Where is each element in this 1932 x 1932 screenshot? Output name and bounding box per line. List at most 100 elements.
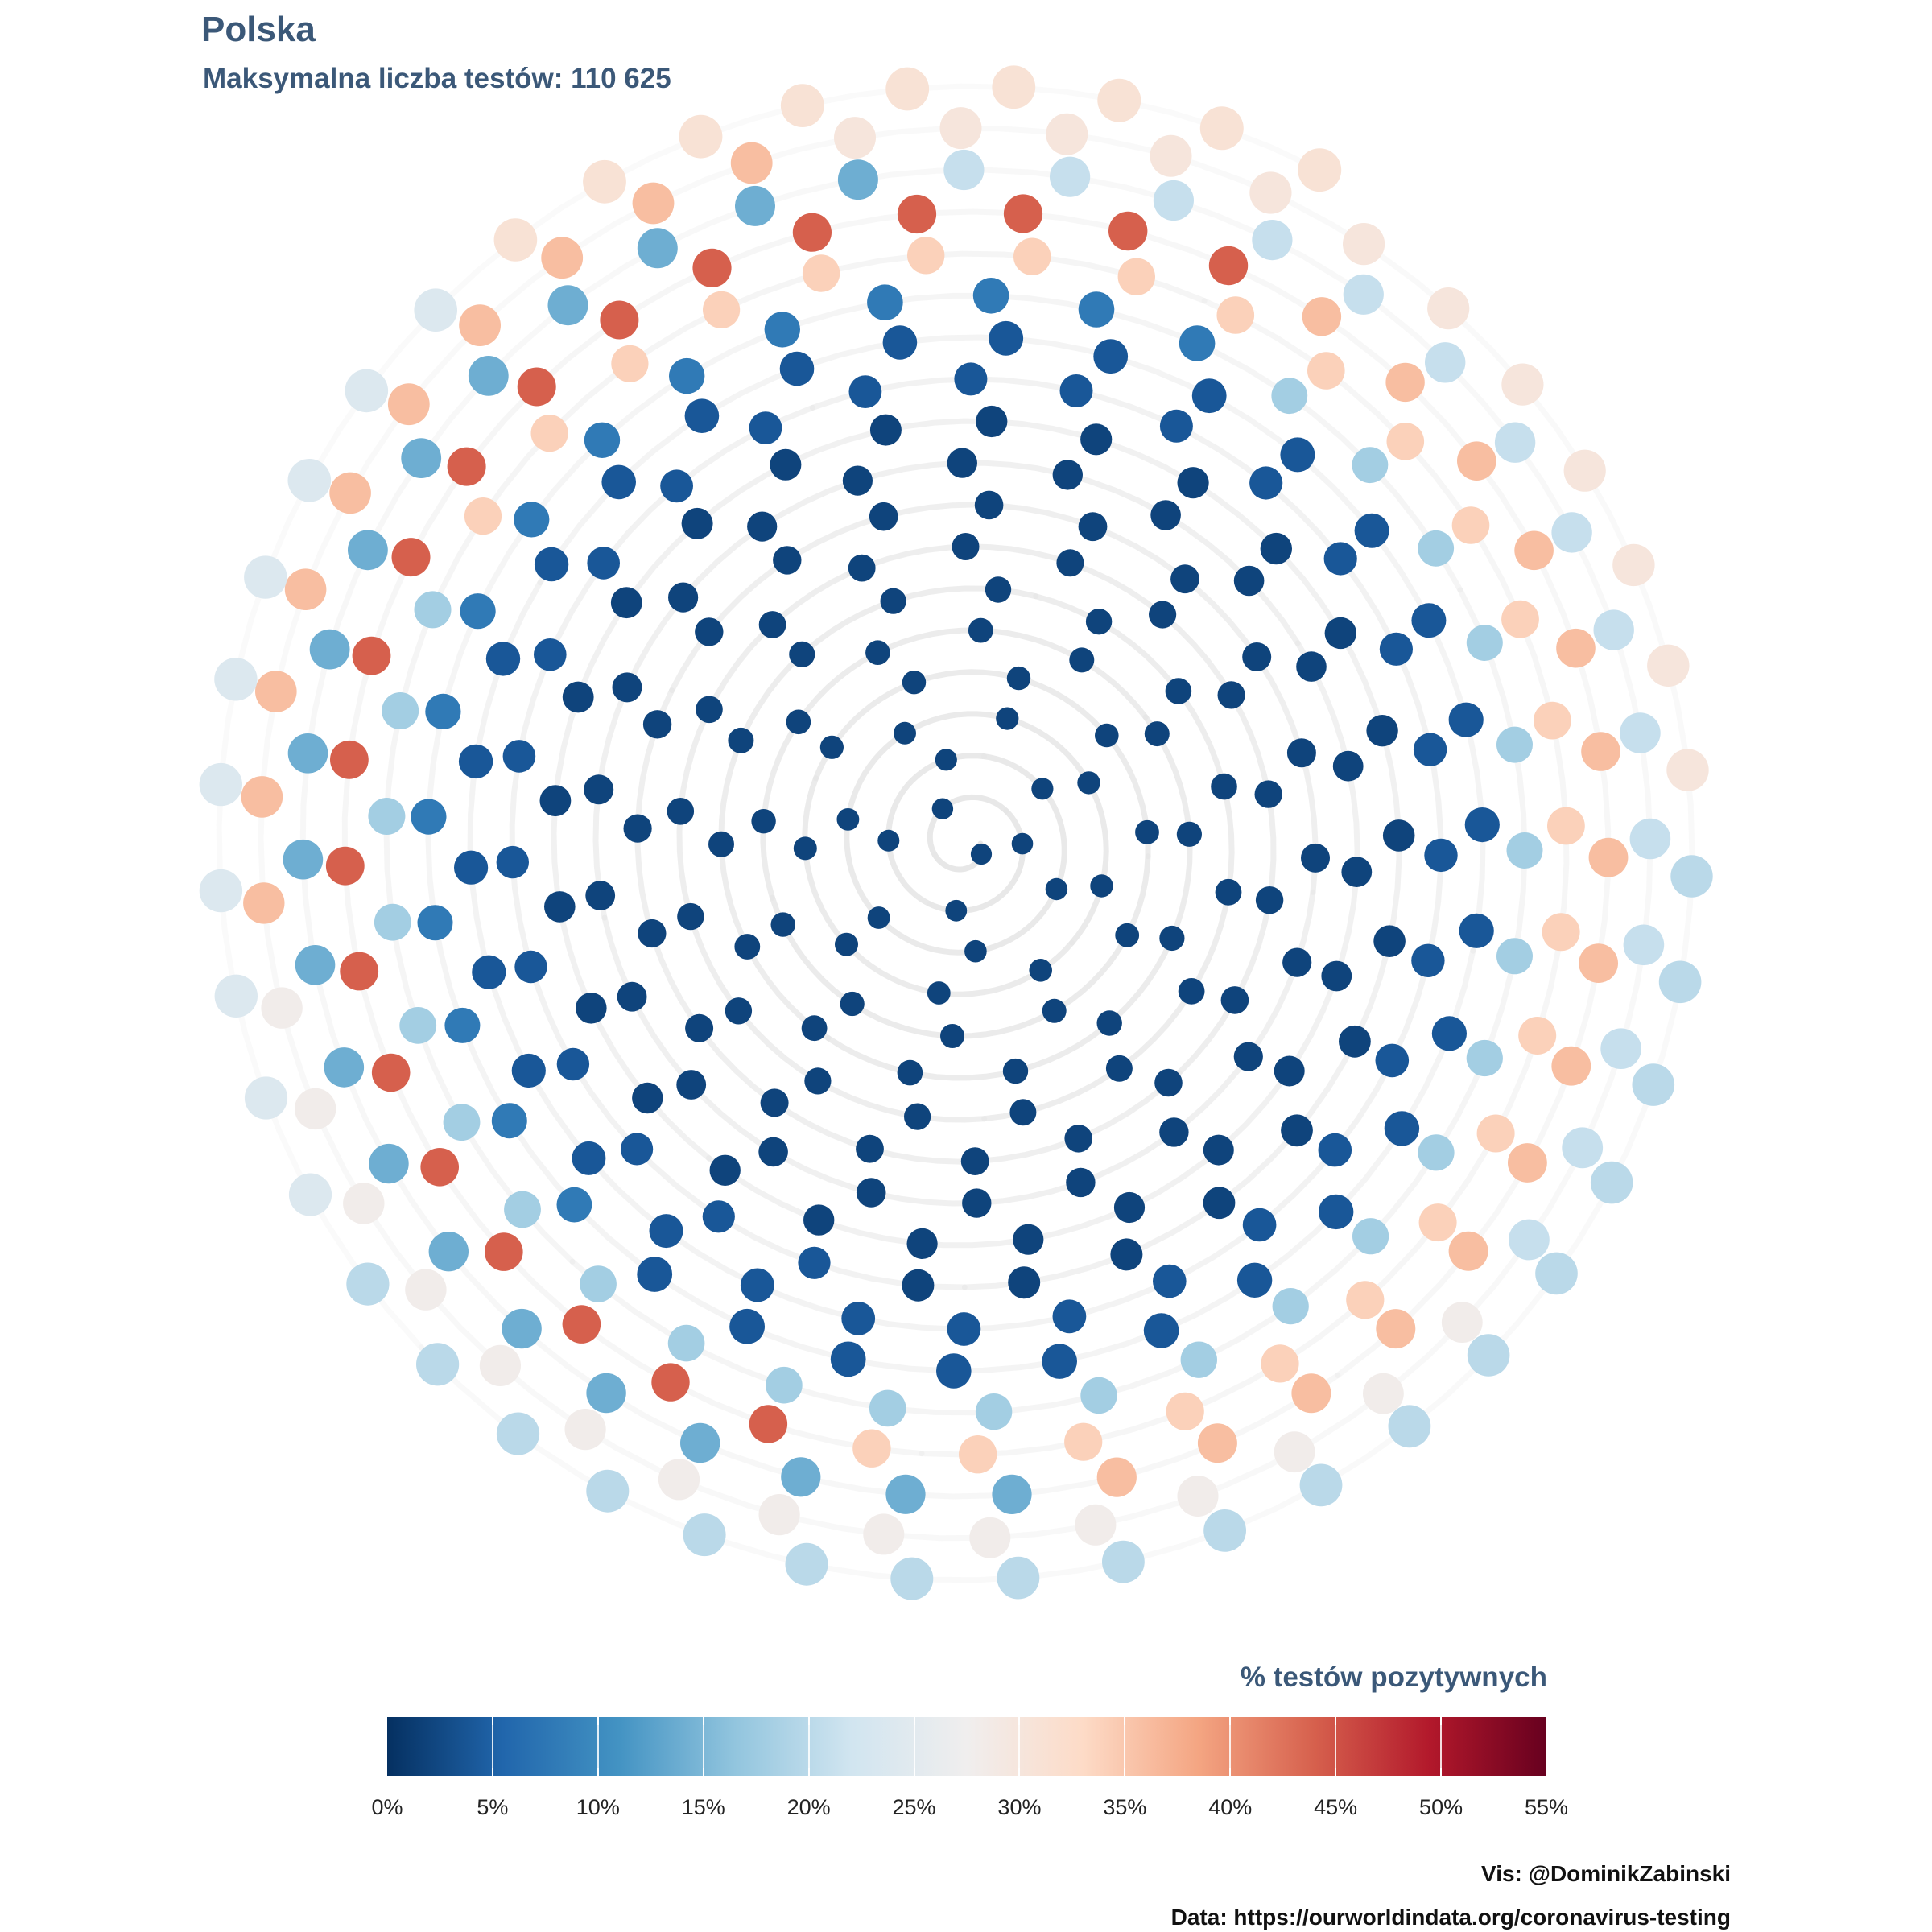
data-point xyxy=(534,638,567,671)
data-point xyxy=(1078,512,1108,542)
data-point xyxy=(1506,832,1543,869)
data-point xyxy=(244,555,287,599)
data-point xyxy=(886,67,930,111)
data-point xyxy=(1629,818,1671,860)
data-point xyxy=(927,981,951,1005)
data-point xyxy=(766,1366,803,1404)
data-point xyxy=(882,325,918,360)
data-point xyxy=(803,1204,835,1236)
legend-tick-label: 15% xyxy=(681,1795,725,1819)
data-point xyxy=(562,1305,601,1344)
data-point xyxy=(696,696,723,724)
data-point xyxy=(1002,1058,1029,1084)
data-point xyxy=(1496,938,1533,975)
data-point xyxy=(1346,1281,1385,1319)
data-point xyxy=(1623,924,1665,966)
data-point xyxy=(1031,778,1054,800)
data-point xyxy=(992,1474,1032,1514)
data-point xyxy=(517,367,556,407)
data-point xyxy=(1064,1422,1103,1461)
data-point xyxy=(1382,819,1415,852)
data-point xyxy=(865,640,890,665)
data-point xyxy=(940,1024,964,1048)
data-point xyxy=(1632,1063,1675,1106)
data-point xyxy=(677,902,704,931)
data-point xyxy=(1013,237,1051,275)
data-point xyxy=(802,254,840,292)
data-point xyxy=(989,320,1024,356)
data-point xyxy=(411,799,447,835)
data-point xyxy=(1514,530,1554,571)
data-point xyxy=(414,288,457,332)
data-point xyxy=(793,836,817,861)
data-point xyxy=(1178,978,1205,1005)
data-point xyxy=(992,65,1036,109)
data-point xyxy=(343,1183,385,1224)
data-point xyxy=(1211,773,1237,800)
legend-tick-mark xyxy=(702,1717,704,1776)
data-point xyxy=(514,502,550,538)
data-point xyxy=(760,1088,789,1117)
data-point xyxy=(1090,874,1113,898)
data-point xyxy=(724,997,753,1025)
data-point xyxy=(1323,542,1357,576)
data-point xyxy=(428,1232,469,1272)
data-point xyxy=(1159,409,1193,443)
data-point xyxy=(1102,1540,1145,1583)
data-point xyxy=(1233,1042,1263,1071)
data-point xyxy=(962,1188,992,1218)
data-point xyxy=(1301,843,1330,873)
legend-tick-mark xyxy=(1018,1717,1021,1776)
data-point xyxy=(667,1324,705,1362)
data-point xyxy=(709,1154,741,1187)
data-point xyxy=(1254,780,1282,808)
data-point xyxy=(1208,246,1249,286)
data-point xyxy=(1388,1405,1431,1448)
data-point xyxy=(617,981,647,1012)
data-point xyxy=(1298,148,1342,192)
data-point xyxy=(504,1191,541,1228)
legend-tick-label: 0% xyxy=(371,1795,403,1819)
data-point xyxy=(288,1173,332,1216)
data-point xyxy=(1385,362,1425,402)
data-point xyxy=(867,284,903,321)
data-point xyxy=(1600,1028,1641,1069)
data-point xyxy=(734,934,761,960)
data-point xyxy=(770,448,802,481)
data-point xyxy=(931,798,954,819)
data-point xyxy=(1255,886,1284,914)
data-point xyxy=(382,692,419,729)
data-point xyxy=(374,903,411,941)
data-point xyxy=(295,945,336,985)
data-point xyxy=(1418,1134,1455,1171)
data-point xyxy=(1261,1344,1299,1383)
data-point xyxy=(658,1459,700,1501)
data-point xyxy=(779,351,815,386)
data-point xyxy=(683,1513,726,1557)
data-point xyxy=(729,1308,765,1344)
data-point xyxy=(1216,296,1255,334)
legend-tick-label: 40% xyxy=(1208,1795,1253,1819)
data-point xyxy=(572,1141,606,1175)
data-point xyxy=(947,1312,981,1346)
data-point xyxy=(1612,543,1655,587)
legend-tick-label: 5% xyxy=(477,1795,509,1819)
data-point xyxy=(667,798,695,825)
legend-tick-label: 55% xyxy=(1524,1795,1569,1819)
data-point xyxy=(1009,1099,1037,1126)
data-point xyxy=(975,1393,1013,1430)
data-point xyxy=(1077,771,1100,795)
data-point xyxy=(1143,1313,1179,1348)
data-point xyxy=(781,1457,821,1497)
data-point xyxy=(1011,832,1034,855)
data-point xyxy=(632,182,675,225)
data-point xyxy=(1096,1457,1137,1497)
data-point xyxy=(309,629,350,670)
data-point xyxy=(848,554,876,582)
data-point xyxy=(907,237,945,275)
spiral-track-segment xyxy=(509,404,968,1290)
data-point xyxy=(547,285,588,326)
data-point xyxy=(1066,1167,1096,1198)
data-point xyxy=(1078,291,1115,328)
data-point xyxy=(680,1422,720,1463)
